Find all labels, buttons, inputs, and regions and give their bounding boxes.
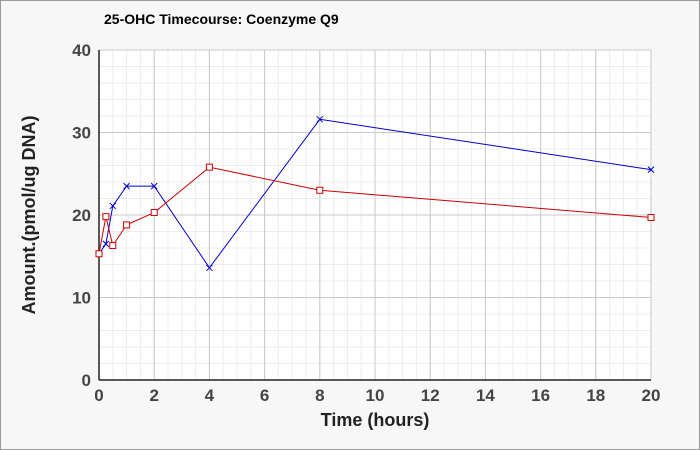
x-tick-label: 14 — [476, 386, 495, 405]
data-point — [102, 213, 110, 221]
chart-title: 25-OHC Timecourse: Coenzyme Q9 — [104, 11, 339, 27]
data-point — [316, 186, 324, 194]
y-tick-label: 30 — [72, 124, 91, 143]
data-point — [316, 115, 324, 123]
series-line — [98, 118, 652, 269]
y-tick-label: 20 — [72, 206, 91, 225]
x-tick-label: 16 — [531, 386, 550, 405]
x-tick-label: 20 — [642, 386, 661, 405]
y-axis-label: Amount.(pmol/ug DNA) — [19, 116, 39, 315]
data-point — [109, 242, 117, 250]
x-tick-label: 6 — [260, 386, 269, 405]
data-point — [150, 182, 158, 190]
x-tick-label: 12 — [421, 386, 440, 405]
x-tick-label: 18 — [586, 386, 605, 405]
x-axis-label: Time (hours) — [321, 410, 430, 430]
x-tick-label: 10 — [366, 386, 385, 405]
data-point — [109, 202, 117, 210]
y-tick-label: 0 — [82, 371, 91, 390]
x-tick-label: 4 — [205, 386, 215, 405]
x-tick-label: 0 — [94, 386, 103, 405]
series-2 — [95, 163, 655, 258]
x-tick-label: 2 — [149, 386, 158, 405]
x-tick-label: 8 — [315, 386, 324, 405]
data-point — [205, 163, 213, 171]
y-tick-label: 10 — [72, 289, 91, 308]
data-point — [647, 166, 655, 173]
data-point — [102, 240, 110, 248]
data-point — [123, 221, 131, 229]
y-tick-label: 40 — [72, 41, 91, 60]
series-line — [98, 166, 652, 254]
data-point — [647, 213, 655, 221]
data-point — [150, 209, 158, 217]
series-layer — [95, 115, 655, 272]
data-point — [206, 264, 213, 272]
x-tick-labels: 0 2 4 6 8 10 12 14 16 18 20 — [94, 386, 660, 405]
data-point — [123, 182, 130, 190]
data-point — [95, 250, 103, 258]
y-tick-labels: 0 10 20 30 40 — [72, 41, 91, 390]
